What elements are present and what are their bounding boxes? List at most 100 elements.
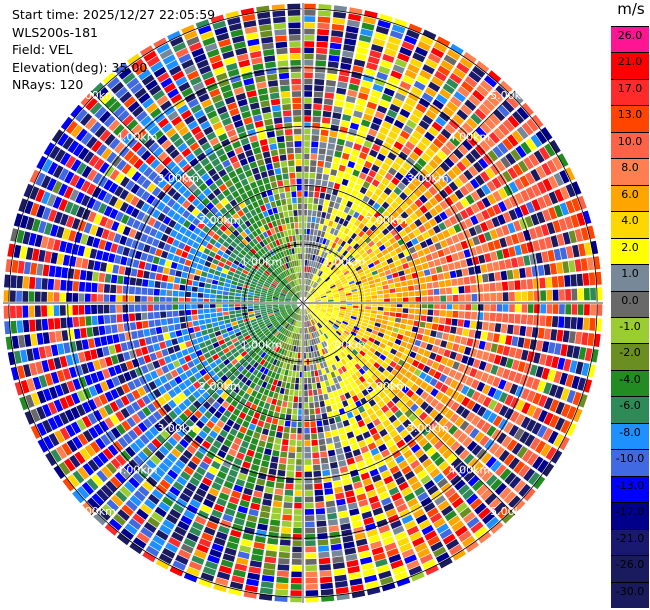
velocity-gate: [29, 276, 36, 289]
velocity-gate: [182, 189, 192, 199]
velocity-gate: [172, 560, 187, 571]
velocity-gate: [259, 466, 268, 474]
velocity-gate: [99, 129, 111, 142]
velocity-gate: [196, 466, 207, 476]
velocity-gate: [184, 259, 192, 267]
velocity-gate: [142, 383, 152, 394]
velocity-gate: [519, 325, 527, 336]
velocity-gate: [245, 363, 252, 371]
velocity-gate: [291, 377, 296, 384]
velocity-gate: [371, 244, 378, 251]
velocity-gate: [203, 248, 211, 255]
velocity-gate: [347, 397, 354, 405]
velocity-gate: [166, 253, 175, 261]
velocity-gate: [395, 196, 404, 205]
velocity-gate: [425, 394, 434, 404]
velocity-gate: [396, 439, 406, 449]
velocity-gate: [104, 315, 111, 324]
velocity-gate: [291, 352, 296, 358]
velocity-gate: [365, 457, 374, 466]
velocity-gate: [328, 392, 334, 399]
velocity-gate: [318, 154, 325, 161]
velocity-gate: [311, 141, 319, 148]
velocity-gate: [175, 554, 189, 566]
velocity-gate: [289, 318, 294, 325]
velocity-gate: [439, 189, 449, 199]
velocity-gate: [309, 273, 313, 280]
velocity-gate: [411, 345, 420, 353]
velocity-gate: [181, 363, 190, 372]
velocity-gate: [114, 198, 124, 210]
velocity-gate: [356, 206, 363, 214]
velocity-gate: [327, 181, 335, 188]
velocity-gate: [257, 523, 268, 531]
velocity-gate: [169, 421, 180, 431]
velocity-gate: [316, 323, 321, 329]
velocity-gate: [400, 376, 409, 385]
velocity-gate: [316, 236, 320, 243]
velocity-gate: [92, 237, 101, 248]
velocity-gate: [289, 439, 296, 446]
velocity-gate: [77, 245, 86, 257]
velocity-gate: [286, 317, 292, 322]
velocity-gate: [16, 320, 24, 333]
velocity-gate: [162, 519, 175, 530]
velocity-gate: [286, 294, 293, 298]
velocity-gate: [313, 389, 318, 396]
velocity-gate: [317, 330, 322, 336]
velocity-gate: [160, 233, 169, 242]
velocity-gate: [414, 407, 424, 417]
velocity-gate: [491, 216, 501, 228]
velocity-gate: [383, 311, 390, 316]
velocity-gate: [287, 458, 295, 465]
velocity-gate: [365, 580, 379, 590]
velocity-gate: [153, 296, 160, 303]
velocity-gate: [358, 550, 371, 559]
velocity-gate: [305, 571, 318, 578]
velocity-gate: [230, 399, 239, 408]
velocity-gate: [252, 458, 261, 466]
velocity-gate: [10, 320, 18, 334]
velocity-gate: [484, 303, 490, 311]
velocity-gate: [265, 279, 272, 285]
velocity-gate: [285, 414, 292, 421]
velocity-gate: [365, 259, 373, 265]
velocity-gate: [304, 285, 306, 291]
velocity-gate: [303, 147, 310, 154]
velocity-gate: [452, 310, 459, 318]
velocity-gate: [281, 381, 287, 388]
velocity-gate: [387, 182, 396, 191]
velocity-gate: [334, 304, 340, 307]
velocity-gate: [323, 340, 328, 347]
velocity-gate: [513, 461, 525, 474]
velocity-gate: [279, 296, 285, 300]
velocity-gate: [259, 298, 266, 301]
velocity-gate: [364, 343, 371, 350]
velocity-gate: [337, 360, 344, 368]
velocity-gate: [315, 407, 321, 415]
velocity-gate: [383, 293, 390, 298]
velocity-gate: [330, 537, 341, 545]
velocity-gate: [210, 206, 219, 215]
velocity-gate: [130, 183, 141, 195]
velocity-gate: [169, 486, 181, 497]
velocity-gate: [186, 321, 193, 328]
velocity-gate: [144, 373, 153, 383]
velocity-gate: [153, 304, 160, 311]
velocity-gate: [318, 271, 323, 277]
velocity-gate: [141, 304, 147, 312]
velocity-gate: [326, 346, 331, 353]
velocity-gate: [411, 359, 420, 368]
velocity-gate: [339, 394, 346, 402]
velocity-gate: [414, 209, 423, 218]
velocity-gate: [396, 372, 404, 381]
velocity-gate: [98, 358, 107, 369]
velocity-gate: [60, 116, 73, 131]
velocity-gate: [353, 481, 363, 490]
velocity-gate: [513, 220, 522, 232]
velocity-gate: [481, 422, 492, 434]
velocity-gate: [229, 292, 235, 296]
velocity-gate: [155, 367, 164, 377]
velocity-gate: [354, 104, 365, 113]
velocity-gate: [549, 263, 557, 275]
